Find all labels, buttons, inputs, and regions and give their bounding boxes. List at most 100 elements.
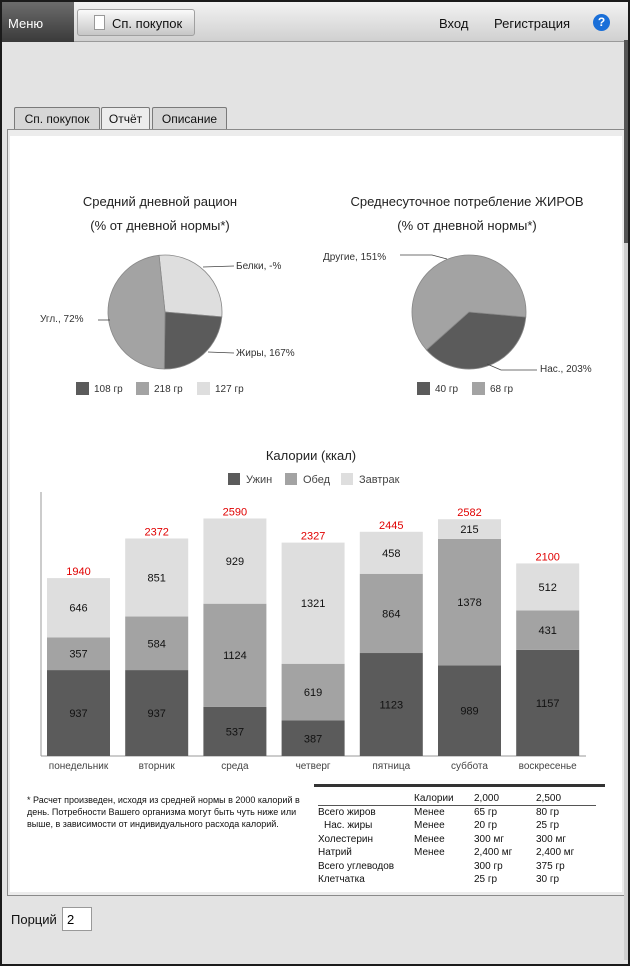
shopping-list-label: Сп. покупок bbox=[112, 16, 183, 31]
bar-value-lunch: 1378 bbox=[457, 597, 481, 609]
pie2-leader-1 bbox=[400, 254, 448, 260]
bar-dinner bbox=[281, 720, 345, 756]
nutrition-table-cell: 2,000 bbox=[474, 792, 536, 806]
pie1-legend-swatch-carb bbox=[136, 382, 149, 395]
nutrition-table-cell: Менее bbox=[414, 847, 445, 859]
bar-category-label: четверг bbox=[296, 761, 331, 772]
document-icon bbox=[94, 15, 105, 30]
bar-breakfast bbox=[359, 531, 423, 574]
nutrition-table-cell: 300 мг bbox=[536, 833, 566, 845]
pie1-subtitle: (% от дневной нормы*) bbox=[90, 218, 230, 233]
nutrition-table-cell: Всего жиров bbox=[318, 807, 376, 818]
bar-dinner bbox=[203, 706, 267, 756]
help-icon[interactable]: ? bbox=[593, 14, 610, 31]
pie1-title: Средний дневной рацион bbox=[83, 194, 237, 209]
pie1-chart bbox=[98, 254, 235, 370]
pie2-leader-0 bbox=[486, 363, 537, 371]
shopping-list-button[interactable]: Сп. покупок bbox=[77, 9, 195, 36]
pie2-title: Среднесуточное потребление ЖИРОВ bbox=[350, 194, 583, 209]
bar-value-lunch: 864 bbox=[382, 608, 400, 620]
login-link[interactable]: Вход bbox=[439, 16, 469, 31]
report-background bbox=[10, 136, 622, 892]
bar-category-label: среда bbox=[221, 761, 249, 772]
bar-total-label: 2372 bbox=[144, 526, 168, 538]
nutrition-table: Калории 2,000 2,500 Всего жиров Менее 65 гр 80… bbox=[318, 792, 596, 887]
bar-lunch bbox=[516, 610, 580, 650]
scrollbar-thumb[interactable] bbox=[624, 40, 628, 243]
bar-total-label: 2582 bbox=[457, 507, 481, 519]
bar-lunch bbox=[281, 663, 345, 721]
bar-total-label: 1940 bbox=[66, 566, 90, 578]
bar-category-label: понедельник bbox=[49, 761, 109, 772]
pie1-legend-carb: 218 гр bbox=[154, 384, 183, 395]
bar-value-breakfast: 512 bbox=[539, 582, 557, 594]
bar-dinner bbox=[516, 649, 580, 756]
pie2-slice-0 bbox=[425, 311, 527, 370]
nutrition-table-row: Холестерин Менее 300 мг 300 мг bbox=[318, 833, 596, 847]
bar-value-dinner: 1123 bbox=[379, 700, 403, 712]
portions-label: Порций bbox=[11, 912, 57, 927]
tab-report[interactable]: Отчёт bbox=[101, 107, 150, 130]
pie2-subtitle: (% от дневной нормы*) bbox=[397, 218, 537, 233]
bar-value-lunch: 357 bbox=[69, 649, 87, 661]
scrollbar-track[interactable] bbox=[624, 40, 628, 960]
bar-total-label: 2100 bbox=[535, 551, 559, 563]
pie1-label-fat: Жиры, 167% bbox=[236, 348, 295, 359]
nutrition-table-cell: Менее bbox=[414, 807, 445, 818]
bar-dinner bbox=[125, 670, 189, 756]
bar-legend-lunch: Обед bbox=[303, 474, 331, 486]
nutrition-table-cell: 30 гр bbox=[536, 874, 560, 886]
nutrition-table-cell: Натрий bbox=[318, 847, 352, 859]
tab-shopping-list[interactable]: Сп. покупок bbox=[14, 107, 100, 129]
bar-lunch bbox=[438, 538, 501, 666]
bar-value-breakfast: 851 bbox=[148, 573, 166, 585]
nutrition-table-cell: 375 гр bbox=[536, 860, 565, 872]
charts-canvas: Средний дневной рацион (% от дневной нор… bbox=[10, 136, 622, 892]
tab-description[interactable]: Описание bbox=[152, 107, 227, 129]
register-link[interactable]: Регистрация bbox=[494, 16, 570, 31]
bar-value-breakfast: 215 bbox=[460, 524, 478, 536]
bar-lunch bbox=[47, 637, 110, 671]
pie1-legend-fat: 108 гр bbox=[94, 384, 123, 395]
bar-value-dinner: 937 bbox=[69, 708, 87, 720]
pie1-legend-swatch-fat bbox=[76, 382, 89, 395]
bar-value-dinner: 537 bbox=[226, 726, 244, 738]
bar-value-lunch: 619 bbox=[304, 687, 322, 699]
nutrition-table-cell: 2,400 мг bbox=[536, 847, 575, 859]
pie2-legend-swatch-other bbox=[472, 382, 485, 395]
portions-input[interactable] bbox=[62, 907, 92, 931]
bar-value-breakfast: 929 bbox=[226, 556, 244, 568]
nutrition-table-cell: Менее bbox=[414, 833, 445, 845]
bar-breakfast bbox=[203, 518, 267, 604]
bar-dinner bbox=[438, 665, 501, 756]
bar-total-label: 2327 bbox=[301, 531, 325, 543]
bar-value-dinner: 989 bbox=[460, 706, 478, 718]
bar-legend-breakfast: Завтрак bbox=[359, 474, 400, 486]
bar-breakfast bbox=[125, 538, 189, 617]
pie1-leader-1 bbox=[207, 351, 235, 354]
pie2-slice-1 bbox=[411, 254, 527, 351]
nutrition-table-cell bbox=[318, 792, 414, 806]
nutrition-table-cell: 2,500 bbox=[536, 792, 596, 806]
nutrition-table-cell: 25 гр bbox=[536, 820, 560, 832]
bar-lunch bbox=[359, 573, 423, 654]
bar-legend-swatch-breakfast bbox=[341, 473, 353, 485]
bar-dinner bbox=[47, 670, 110, 756]
bar-category-label: воскресенье bbox=[519, 761, 578, 772]
bar-chart-plot: 937 357 646 1940 понедельник 937 584 851 2372 вто… bbox=[47, 506, 580, 772]
nutrition-table-row: Всего жиров Менее 65 гр 80 гр bbox=[318, 806, 596, 820]
bar-dinner bbox=[359, 653, 423, 756]
menu-button[interactable]: Меню bbox=[2, 2, 74, 42]
pie2-label-saturated: Нас., 203% bbox=[540, 364, 592, 375]
nutrition-table-header: Калории 2,000 2,500 bbox=[318, 792, 596, 806]
pie2-chart bbox=[400, 254, 537, 371]
bar-value-dinner: 937 bbox=[148, 708, 166, 720]
bar-legend-dinner: Ужин bbox=[246, 474, 272, 486]
bar-breakfast bbox=[281, 542, 345, 664]
nutrition-table-cell: 20 гр bbox=[474, 820, 498, 832]
nutrition-table-cell: Калории bbox=[414, 792, 474, 806]
bar-value-lunch: 431 bbox=[539, 625, 557, 637]
nutrition-table-cell bbox=[414, 873, 474, 887]
pie2-legend-saturated: 40 гр bbox=[435, 384, 459, 395]
footnote: * Расчет произведен, исходя из средней н… bbox=[27, 795, 300, 829]
